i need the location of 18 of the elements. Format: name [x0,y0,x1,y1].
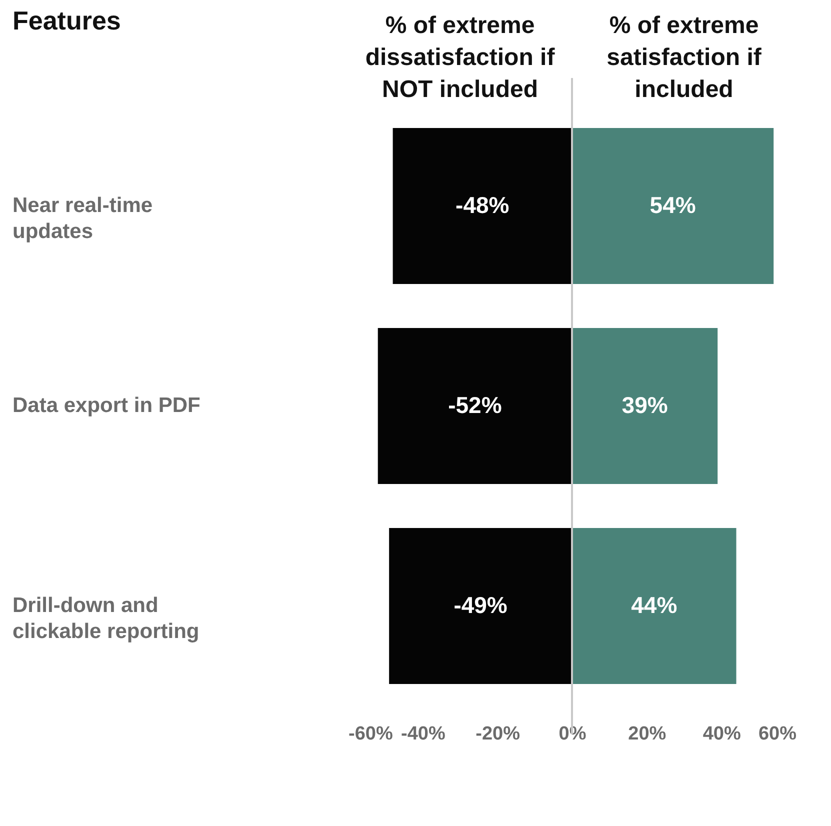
data-label: 44% [631,592,678,618]
x-tick-label: -60% [348,724,393,744]
series-label: % of extreme dissatisfaction if NOT included [365,12,556,103]
y-tick-label: Near real-time updates [12,194,153,243]
series-label: % of extreme satisfaction if included [606,12,762,103]
data-label: 54% [650,192,696,218]
y-tick-label: Data export in PDF [12,394,201,417]
x-tick-label: -20% [476,724,520,744]
data-label: 39% [622,392,668,418]
x-tick-label: 40% [702,724,741,744]
x-tick-label: 20% [628,724,666,744]
data-label: -49% [454,592,508,618]
y-axis-title: Features [12,6,121,36]
x-tick-label: -40% [400,724,446,744]
data-label: -48% [456,192,510,218]
data-label: -52% [448,392,502,418]
x-tick-label: 60% [758,724,797,744]
y-tick-label: Drill-down and clickable reporting [12,594,200,643]
